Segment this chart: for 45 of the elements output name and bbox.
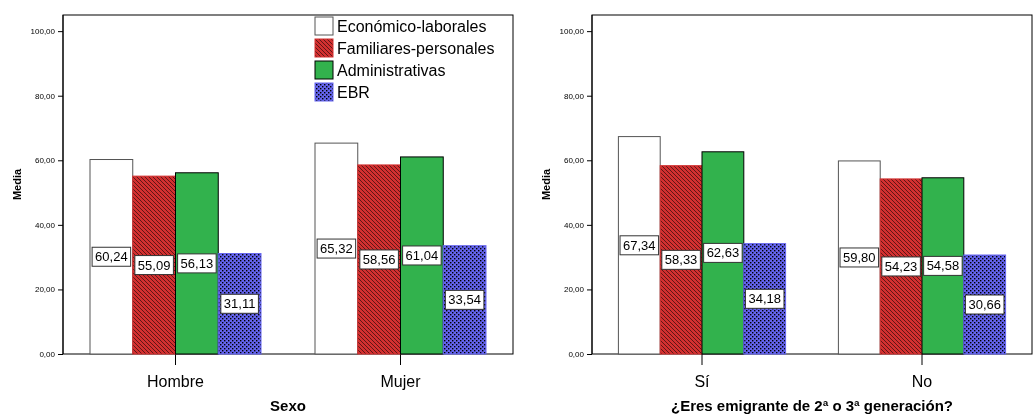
y-tick-label: 40,00 (563, 220, 585, 230)
bar (357, 164, 401, 355)
legend-label: EBR (337, 83, 370, 101)
data-label: 58,33 (664, 252, 698, 268)
y-tick-label: 0,00 (568, 350, 585, 360)
data-label: 60,24 (95, 249, 128, 265)
data-label: 31,11 (223, 296, 256, 312)
x-tick-label: No (911, 373, 933, 391)
y-tick-label: 80,00 (563, 91, 585, 101)
data-label: 33,54 (448, 292, 481, 308)
data-label: 55,09 (137, 257, 171, 273)
data-label: 54,23 (884, 258, 918, 274)
data-label: 56,13 (180, 255, 214, 271)
y-tick-label: 100,00 (559, 27, 585, 37)
y-axis-title: Media (11, 168, 23, 201)
y-tick-label: 60,00 (563, 156, 585, 166)
y-tick-label: 80,00 (34, 91, 56, 101)
data-label: 61,04 (405, 247, 439, 263)
bar (89, 159, 134, 355)
data-label: 62,63 (706, 245, 740, 261)
y-tick-label: 20,00 (34, 285, 56, 295)
x-axis-title: ¿Eres emigrante de 2ª o 3ª generación? (670, 397, 954, 414)
y-tick-label: 60,00 (34, 156, 56, 166)
data-label: 34,18 (748, 291, 781, 307)
legend-label: Familiares-personales (337, 39, 495, 57)
y-tick-label: 20,00 (563, 285, 585, 295)
x-tick-label: Mujer (380, 373, 422, 391)
y-tick-label: 40,00 (34, 220, 56, 230)
legend-label: Económico-laborales (337, 17, 487, 35)
bar (314, 142, 359, 355)
y-tick-label: 100,00 (30, 27, 56, 37)
data-label: 59,80 (843, 249, 876, 265)
data-label: 30,66 (968, 297, 1001, 313)
bar (132, 175, 176, 355)
x-tick-label: Sí (694, 373, 711, 391)
x-tick-label: Hombre (147, 373, 205, 391)
data-label: 67,34 (623, 237, 656, 253)
y-axis-title: Media (540, 168, 552, 201)
y-tick-label: 0,00 (39, 350, 56, 360)
legend-label: Administrativas (337, 61, 446, 79)
x-axis-title: Sexo (270, 397, 306, 414)
data-label: 54,58 (926, 258, 960, 274)
data-label: 58,56 (362, 251, 396, 267)
bar (659, 165, 703, 355)
data-label: 65,32 (320, 241, 353, 257)
